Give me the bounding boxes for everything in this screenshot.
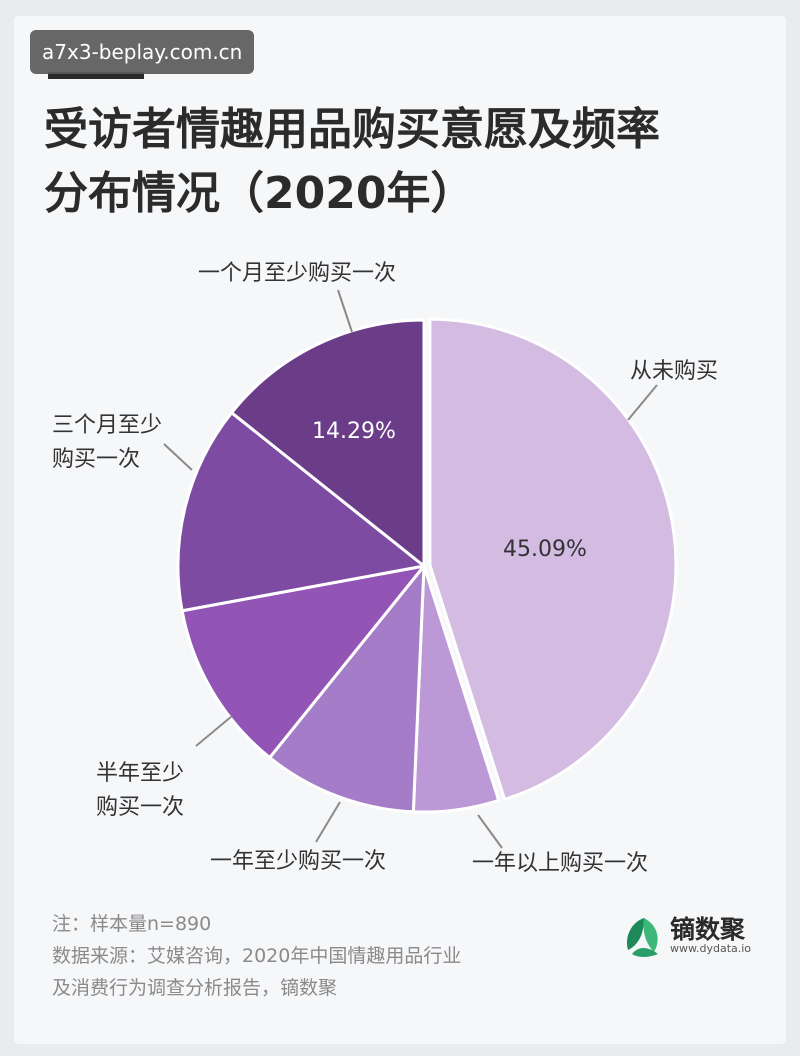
pie-slices (176, 317, 678, 814)
leader-line-never (627, 384, 658, 421)
value-labels: 45.09% 14.29% (312, 419, 587, 562)
slice-label-half_year-0: 半年至少 (96, 761, 184, 786)
footnote: 注：样本量n=890 数据来源：艾媒咨询，2020年中国情趣用品行业 及消费行为… (52, 908, 612, 1004)
note-source-line-2: 及消费行为调查分析报告，镝数聚 (52, 977, 338, 999)
leaf-dark-shape (626, 918, 644, 950)
pie-slice-never (428, 317, 678, 801)
pie-slice-yearly (268, 564, 426, 814)
brand-logo: 镝数聚 www.dydata.io (622, 906, 772, 966)
slice-label-monthly-0: 一个月至少购买一次 (198, 261, 396, 286)
slice-label-over_one_year-0: 一年以上购买一次 (472, 851, 648, 876)
slice-label-yearly-0: 一年至少购买一次 (210, 849, 386, 874)
leader-line-over_one_year (477, 814, 503, 849)
leader-line-yearly (315, 801, 341, 843)
title-line-1: 受访者情趣用品购买意愿及频率 (44, 104, 660, 155)
leaf-light-shape (643, 918, 658, 952)
pie-slice-monthly (230, 318, 426, 568)
leader-line-quarterly (163, 443, 193, 471)
pie-slice-half_year (180, 564, 426, 760)
leaf-base-shape (632, 948, 658, 957)
watermark: a7x3-beplay.com.cn (30, 30, 255, 74)
pie-slice-quarterly (176, 411, 426, 613)
value-label-never: 45.09% (503, 537, 587, 562)
leader-line-half_year (195, 715, 233, 747)
pie-chart: 从未购买一年以上购买一次一年至少购买一次半年至少购买一次三个月至少购买一次一个月… (52, 261, 718, 876)
note-source-line-1: 数据来源：艾媒咨询，2020年中国情趣用品行业 (52, 945, 462, 967)
leader-line-monthly (337, 289, 353, 333)
slice-labels: 从未购买一年以上购买一次一年至少购买一次半年至少购买一次三个月至少购买一次一个月… (52, 261, 718, 876)
slice-label-half_year-1: 购买一次 (96, 795, 184, 820)
title-line-2: 分布情况（2020年） (44, 168, 475, 219)
page-title: 受访者情趣用品购买意愿及频率 分布情况（2020年） (44, 98, 764, 226)
slice-label-quarterly-0: 三个月至少 (52, 413, 162, 438)
slice-label-quarterly-1: 购买一次 (52, 447, 140, 472)
brand-url: www.dydata.io (670, 942, 752, 955)
brand-name: 镝数聚 (670, 915, 746, 944)
leaf-icon (626, 918, 658, 957)
slice-label-never-0: 从未购买 (630, 359, 718, 384)
leader-lines (163, 289, 658, 849)
title-accent-bar (48, 72, 144, 79)
value-label-monthly: 14.29% (312, 419, 396, 444)
note-sample-size: 注：样本量n=890 (52, 913, 212, 935)
